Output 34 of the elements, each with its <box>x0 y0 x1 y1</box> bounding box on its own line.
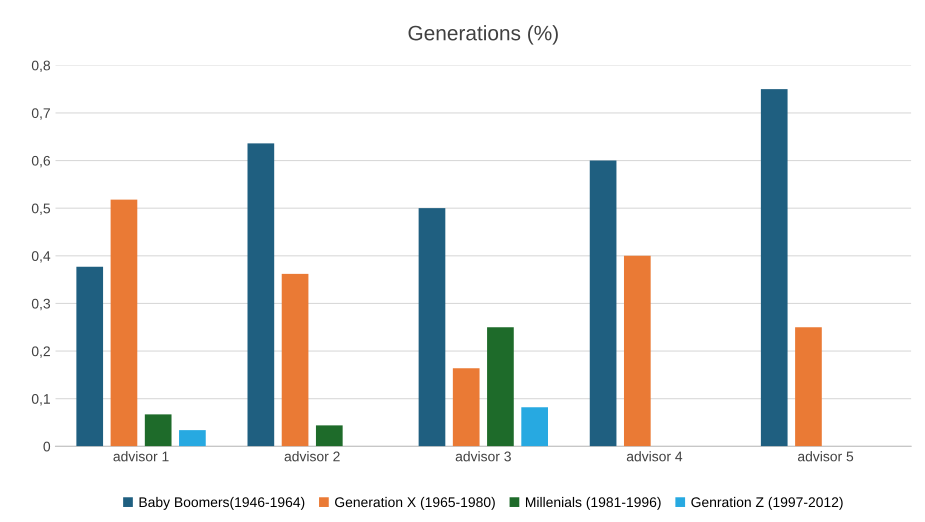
bar <box>590 160 616 446</box>
x-tick-label: advisor 2 <box>284 451 340 462</box>
bar <box>624 256 651 446</box>
y-tick-label: 0,2 <box>32 346 50 358</box>
bar <box>487 327 514 446</box>
y-tick-label: 0,8 <box>32 60 50 72</box>
x-tick-label: advisor 3 <box>456 451 511 462</box>
y-tick-label: 0,7 <box>32 108 50 120</box>
y-tick-label: 0,5 <box>32 203 50 215</box>
y-tick-label: 0,3 <box>32 298 50 310</box>
legend-label: Baby Boomers(1946-1964) <box>140 496 304 510</box>
bar <box>110 200 138 446</box>
bar <box>795 327 822 446</box>
bar <box>452 368 480 446</box>
bar <box>144 414 172 446</box>
x-tick-label: advisor 5 <box>798 451 854 462</box>
y-tick-label: 0,6 <box>32 156 50 168</box>
chart-title: Generations (%) <box>408 25 558 45</box>
bar <box>76 266 104 446</box>
y-tick-label: 0 <box>43 442 50 452</box>
legend-label: Genration Z (1997-2012) <box>691 496 843 510</box>
x-tick-label: advisor 1 <box>113 451 169 462</box>
bar <box>282 274 308 446</box>
bar <box>418 208 446 446</box>
bar <box>316 425 343 446</box>
x-tick-label: advisor 4 <box>626 451 682 462</box>
bar <box>760 89 788 446</box>
legend-label: Millenials (1981-1996) <box>526 496 661 510</box>
bar <box>248 143 274 446</box>
bar <box>521 407 548 446</box>
y-tick-label: 0,4 <box>32 251 50 263</box>
y-tick-label: 0,1 <box>32 394 50 406</box>
bar <box>179 430 206 446</box>
legend-label: Generation X (1965-1980) <box>335 496 495 510</box>
